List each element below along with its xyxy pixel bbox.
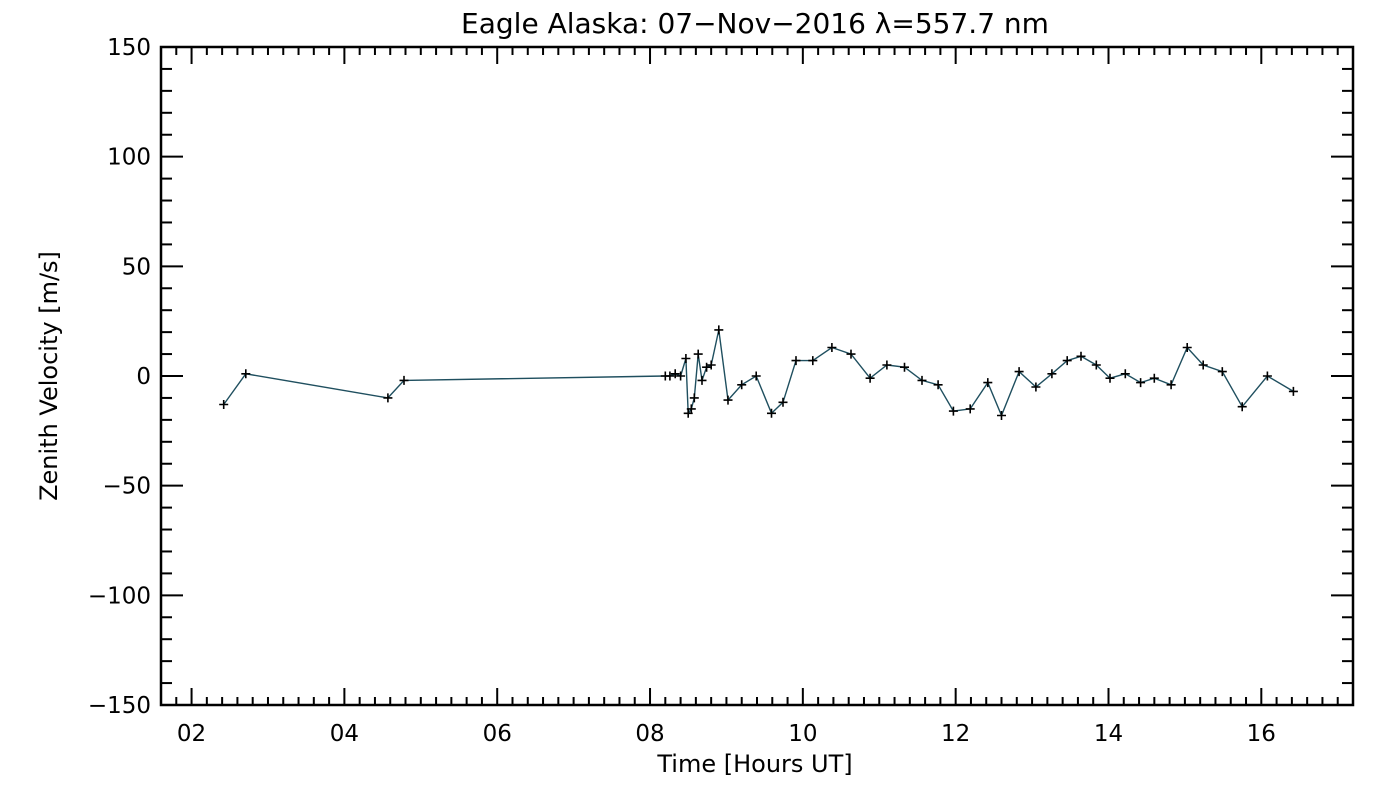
data-point-marker xyxy=(1217,367,1227,377)
data-point-marker xyxy=(791,356,801,366)
data-point-marker xyxy=(1091,360,1101,370)
data-point-marker xyxy=(1149,373,1159,383)
data-point-marker xyxy=(933,380,943,390)
data-point-marker xyxy=(965,404,975,414)
data-point-marker xyxy=(1014,367,1024,377)
data-point-marker xyxy=(1076,351,1086,361)
data-point-marker xyxy=(1136,378,1146,388)
data-point-marker xyxy=(1182,343,1192,352)
data-point-marker xyxy=(1120,369,1130,379)
data-point-marker xyxy=(827,343,837,352)
x-tick-label: 04 xyxy=(330,721,359,747)
x-tick-label: 12 xyxy=(941,721,970,747)
y-tick-label: −50 xyxy=(102,474,151,500)
data-point-marker xyxy=(882,360,892,370)
series-line xyxy=(223,329,1294,418)
data-point-marker xyxy=(670,369,680,379)
data-point-marker xyxy=(383,393,393,403)
data-point-marker xyxy=(399,375,409,385)
y-tick-label: −100 xyxy=(88,583,151,609)
y-axis-label: Zenith Velocity [m/s] xyxy=(35,251,63,501)
data-point-marker xyxy=(1288,386,1298,396)
data-point-marker xyxy=(997,411,1006,420)
data-point-marker xyxy=(1062,356,1072,366)
y-tick-label: 0 xyxy=(136,364,151,390)
chart-title: Eagle Alaska: 07−Nov−2016 λ=557.7 nm xyxy=(461,7,1049,40)
data-point-marker xyxy=(1166,380,1176,390)
data-point-marker xyxy=(1237,402,1247,412)
data-point-marker xyxy=(219,400,229,409)
data-point-marker xyxy=(983,378,993,388)
data-point-marker xyxy=(917,375,927,385)
data-point-marker xyxy=(865,373,875,383)
data-point-marker xyxy=(1031,382,1041,392)
data-point-marker xyxy=(1047,369,1057,379)
data-point-marker xyxy=(948,406,958,416)
y-tick-label: 100 xyxy=(107,145,151,171)
data-point-marker xyxy=(681,354,691,363)
data-point-marker xyxy=(778,397,788,407)
data-point-marker xyxy=(241,369,251,379)
data-point-marker xyxy=(706,360,716,370)
x-axis-label: Time [Hours UT] xyxy=(656,750,852,778)
data-point-marker xyxy=(767,408,776,418)
data-point-marker xyxy=(808,356,818,366)
data-point-marker xyxy=(689,393,699,403)
data-point-marker xyxy=(1105,373,1115,383)
data-point-marker xyxy=(723,395,733,405)
data-point-marker xyxy=(1262,371,1272,381)
x-tick-label: 08 xyxy=(635,721,664,747)
x-tick-label: 10 xyxy=(788,721,817,747)
data-point-marker xyxy=(1198,360,1208,370)
axis-ticks xyxy=(160,46,1354,706)
data-point-marker xyxy=(686,404,696,414)
data-point-marker xyxy=(697,375,707,385)
data-point-marker xyxy=(702,362,712,372)
series-layer xyxy=(219,325,1298,420)
data-point-marker xyxy=(846,349,856,359)
y-tick-label: 150 xyxy=(107,35,151,61)
data-point-marker xyxy=(751,371,761,381)
data-point-marker xyxy=(737,380,747,390)
data-point-marker xyxy=(693,349,703,359)
data-point-marker xyxy=(665,371,675,381)
data-point-marker xyxy=(714,325,724,335)
x-tick-label: 02 xyxy=(177,721,206,747)
y-tick-label: −150 xyxy=(88,693,151,719)
axis-tick-labels: 02 04 06 08 10 12 14 16 −150 −100 −50 0 50 100 150 xyxy=(88,35,1276,747)
x-tick-label: 14 xyxy=(1094,721,1123,747)
y-tick-label: 50 xyxy=(122,254,151,280)
data-point-marker xyxy=(900,362,909,372)
data-point-marker xyxy=(676,371,686,381)
x-tick-label: 06 xyxy=(483,721,512,747)
x-tick-label: 16 xyxy=(1247,721,1276,747)
